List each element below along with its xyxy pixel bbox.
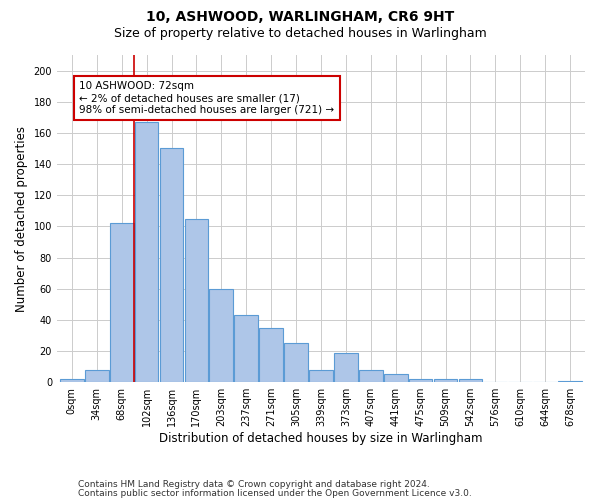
Text: 10, ASHWOOD, WARLINGHAM, CR6 9HT: 10, ASHWOOD, WARLINGHAM, CR6 9HT [146, 10, 454, 24]
Bar [458, 379, 482, 382]
Bar [85, 370, 109, 382]
Bar [60, 379, 83, 382]
Bar [334, 352, 358, 382]
Bar [160, 148, 184, 382]
Bar [359, 370, 383, 382]
Text: 10 ASHWOOD: 72sqm
← 2% of detached houses are smaller (17)
98% of semi-detached : 10 ASHWOOD: 72sqm ← 2% of detached house… [79, 82, 334, 114]
Bar [434, 379, 457, 382]
Bar [209, 288, 233, 382]
Bar [259, 328, 283, 382]
Bar [558, 380, 582, 382]
Text: Size of property relative to detached houses in Warlingham: Size of property relative to detached ho… [113, 28, 487, 40]
Bar [110, 224, 134, 382]
Bar [135, 122, 158, 382]
Bar [185, 218, 208, 382]
Y-axis label: Number of detached properties: Number of detached properties [15, 126, 28, 312]
Bar [235, 315, 258, 382]
Bar [309, 370, 333, 382]
Bar [409, 379, 433, 382]
Text: Contains public sector information licensed under the Open Government Licence v3: Contains public sector information licen… [78, 488, 472, 498]
Bar [384, 374, 407, 382]
Bar [284, 344, 308, 382]
Text: Contains HM Land Registry data © Crown copyright and database right 2024.: Contains HM Land Registry data © Crown c… [78, 480, 430, 489]
X-axis label: Distribution of detached houses by size in Warlingham: Distribution of detached houses by size … [159, 432, 483, 445]
